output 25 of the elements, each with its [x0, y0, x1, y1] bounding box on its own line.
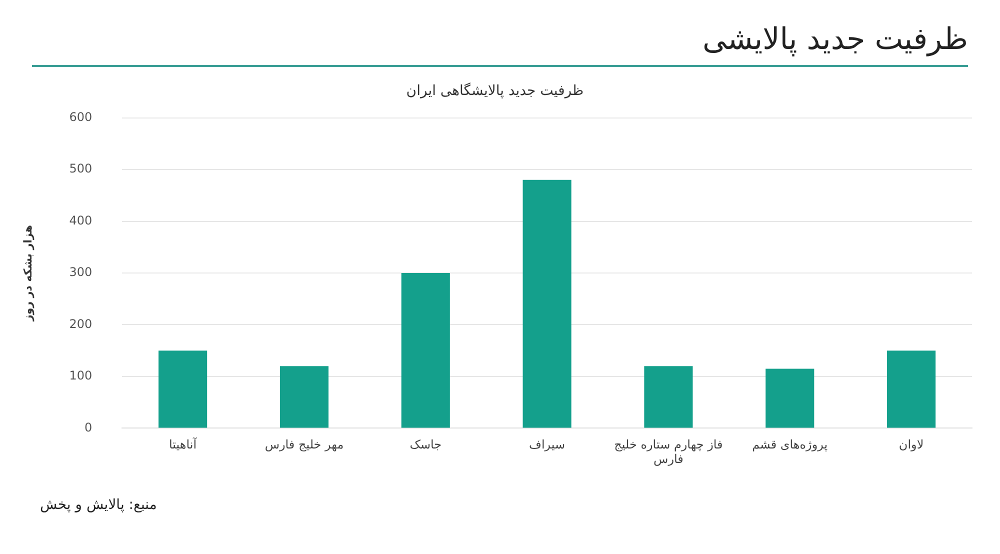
bar [401, 273, 450, 428]
chart-title: ظرفیت جدید پالایشی [702, 22, 968, 57]
x-tick-label: سیراف [529, 438, 566, 452]
x-tick-label: آناهیتا [169, 436, 198, 452]
bar [644, 366, 693, 428]
bar [887, 350, 936, 428]
x-tick-label: لاوان [898, 438, 924, 452]
y-tick-label: 400 [69, 213, 92, 228]
chart-subtitle: ظرفیت جدید پالایشگاهی ایران [406, 82, 584, 100]
y-tick-label: 200 [69, 316, 92, 331]
y-tick-label: 500 [69, 162, 92, 176]
y-axis-title: هزار بشکه در روز [21, 225, 34, 322]
y-tick-label: 0 [84, 420, 92, 434]
text: منبع: پالایش و پخش [40, 497, 157, 513]
x-tick-label: پروژه‌های قشم [752, 438, 828, 452]
y-tick-label: 300 [69, 265, 92, 280]
bar [766, 368, 814, 428]
bar [158, 350, 208, 428]
x-tick-label: مهر خلیج فارس [264, 438, 344, 452]
bar [522, 180, 572, 428]
x-tick-label: فاز چهارم ستاره خلیج فارس [614, 438, 723, 466]
bar [280, 366, 329, 428]
y-tick-label: 600 [69, 110, 92, 124]
y-tick-label: 100 [69, 368, 92, 383]
x-tick-label: جاسک [410, 438, 442, 452]
